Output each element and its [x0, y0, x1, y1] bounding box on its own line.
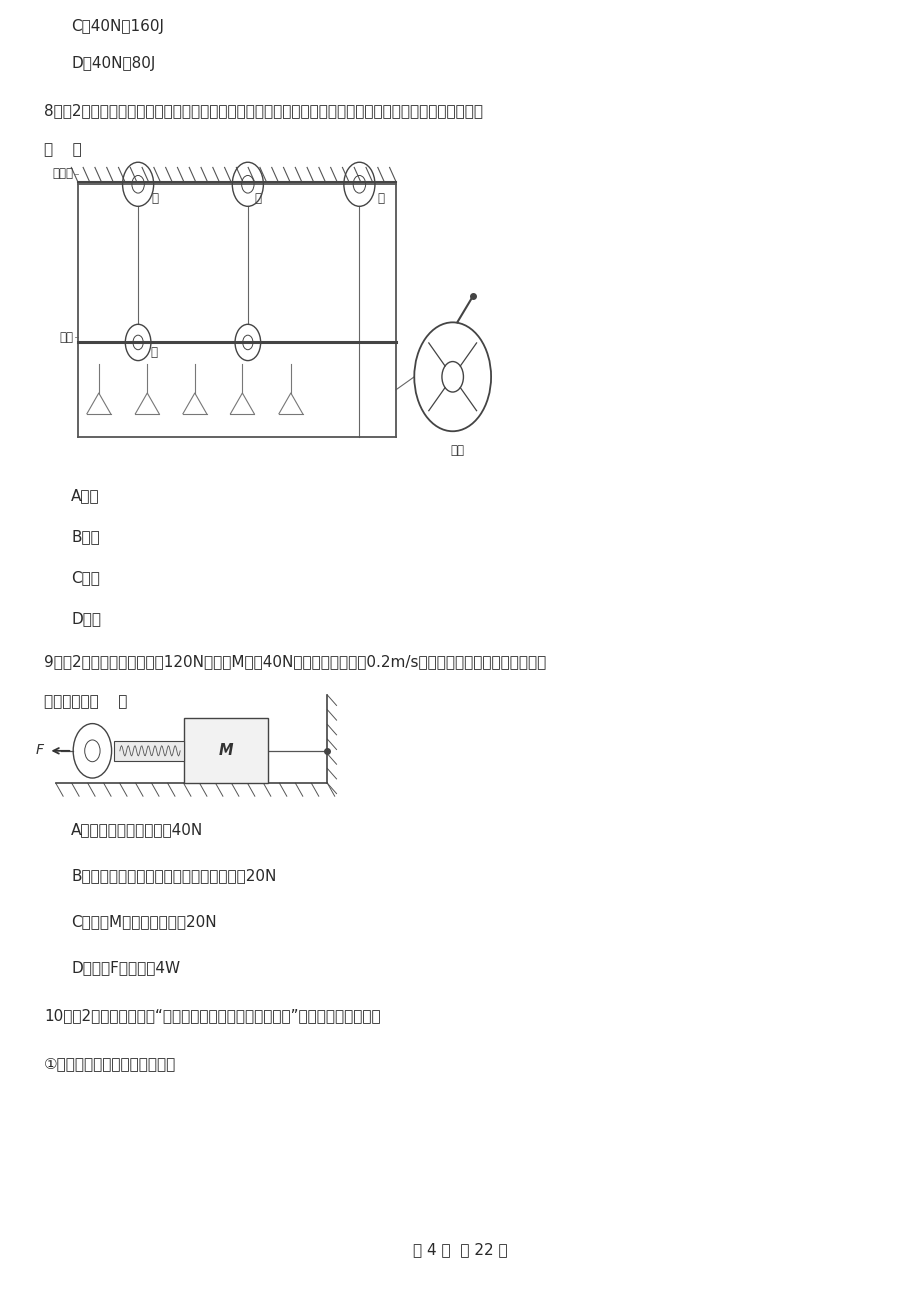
Text: 手柄: 手柄 — [449, 444, 464, 457]
Text: A．弹簧测力计的示数为40N: A．弹簧测力计的示数为40N — [72, 822, 203, 837]
Text: 丁: 丁 — [150, 346, 157, 359]
Text: 10．（2分）小红在探究“影响滑轮组机械效率高低的因素”时，提出下列假设：: 10．（2分）小红在探究“影响滑轮组机械效率高低的因素”时，提出下列假设： — [44, 1008, 380, 1023]
Text: F: F — [36, 742, 44, 756]
Text: A．甲: A．甲 — [72, 488, 100, 504]
Text: C．物体M所受到的合力为20N: C．物体M所受到的合力为20N — [72, 914, 217, 928]
Text: （    ）: （ ） — [44, 142, 82, 156]
Text: D．丁: D．丁 — [72, 611, 101, 626]
Text: M: M — [219, 743, 233, 758]
Text: 8．（2分）如图是家庭手摇升降晴衣架结构图，当逆时针摇动手柄时，横杆上升。下列滑轮属于动滑轮的是: 8．（2分）如图是家庭手摇升降晴衣架结构图，当逆时针摇动手柄时，横杆上升。下列滑… — [44, 104, 482, 118]
Text: B．物体受到的摩擦力的方向向左、大小为20N: B．物体受到的摩擦力的方向向左、大小为20N — [72, 868, 277, 883]
Text: 横梁: 横梁 — [59, 331, 74, 344]
Text: C．丙: C．丙 — [72, 570, 100, 586]
Bar — [114, 741, 184, 760]
Text: 甲: 甲 — [151, 193, 158, 204]
Bar — [184, 719, 267, 784]
Text: B．乙: B．乙 — [72, 530, 100, 544]
Text: D．拉力F的功率为4W: D．拉力F的功率为4W — [72, 960, 180, 975]
Text: 9．（2分）如图所示，重为120N的物体M，在40N的拉力作用下，以0.2m/s的速度在水平面上向左做匀速直: 9．（2分）如图所示，重为120N的物体M，在40N的拉力作用下，以0.2m/s… — [44, 654, 546, 669]
Text: 乙: 乙 — [254, 193, 261, 204]
Text: 线运动，则（    ）: 线运动，则（ ） — [44, 694, 127, 710]
Text: C．40N，160J: C．40N，160J — [72, 18, 165, 34]
Text: 丙: 丙 — [378, 193, 384, 204]
Text: 天花板: 天花板 — [52, 168, 74, 181]
Text: D．40N，80J: D．40N，80J — [72, 56, 155, 72]
Text: ①机械效率可能跟动滑轮重有关: ①机械效率可能跟动滑轮重有关 — [44, 1056, 176, 1070]
Text: 第 4 页  共 22 页: 第 4 页 共 22 页 — [413, 1242, 506, 1258]
